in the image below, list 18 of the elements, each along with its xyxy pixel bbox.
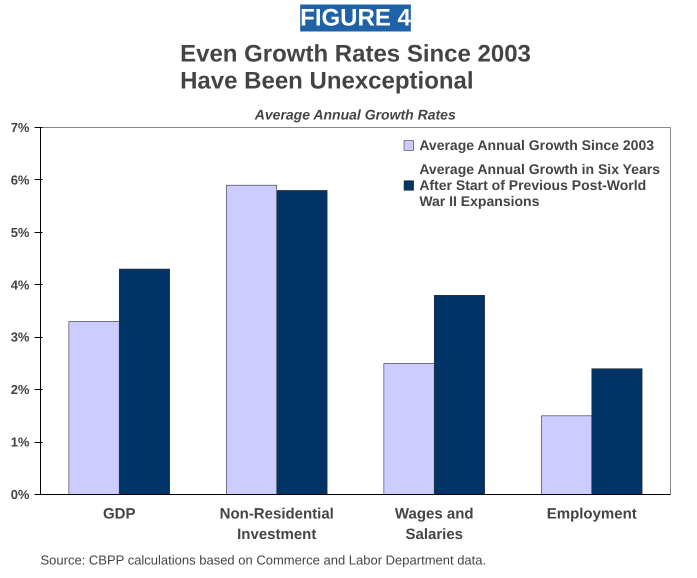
legend-label: Average Annual Growth in Six Years After Start of Previous Post-World War II Expansions bbox=[419, 161, 660, 209]
chart-title: Even Growth Rates Since 2003 Have Been Unexceptional bbox=[180, 40, 531, 94]
y-tick-label: 4% bbox=[10, 277, 30, 292]
y-tick-label: 6% bbox=[10, 172, 30, 188]
y-tick-label: 5% bbox=[10, 224, 30, 240]
y-tick-label: 2% bbox=[10, 382, 30, 398]
y-tick-label: 3% bbox=[10, 330, 30, 345]
y-tick-label: 0% bbox=[10, 487, 30, 502]
source-note: Source: CBPP calculations based on Commerce and Labor Department data. bbox=[40, 552, 486, 568]
chart-subtitle: Average Annual Growth Rates bbox=[254, 106, 456, 122]
y-tick-label: 1% bbox=[10, 434, 30, 450]
caption: FIGURE 4 bbox=[300, 4, 412, 32]
x-tick-label: Employment bbox=[546, 506, 637, 522]
x-tick-label: Non-Residential Investment bbox=[220, 506, 334, 543]
legend-label: Average Annual Growth Since 2003 bbox=[419, 137, 654, 153]
y-tick-label: 7% bbox=[10, 120, 30, 135]
x-tick-label: Wages and Salaries bbox=[394, 506, 474, 543]
x-tick-label: GDP bbox=[103, 506, 136, 522]
